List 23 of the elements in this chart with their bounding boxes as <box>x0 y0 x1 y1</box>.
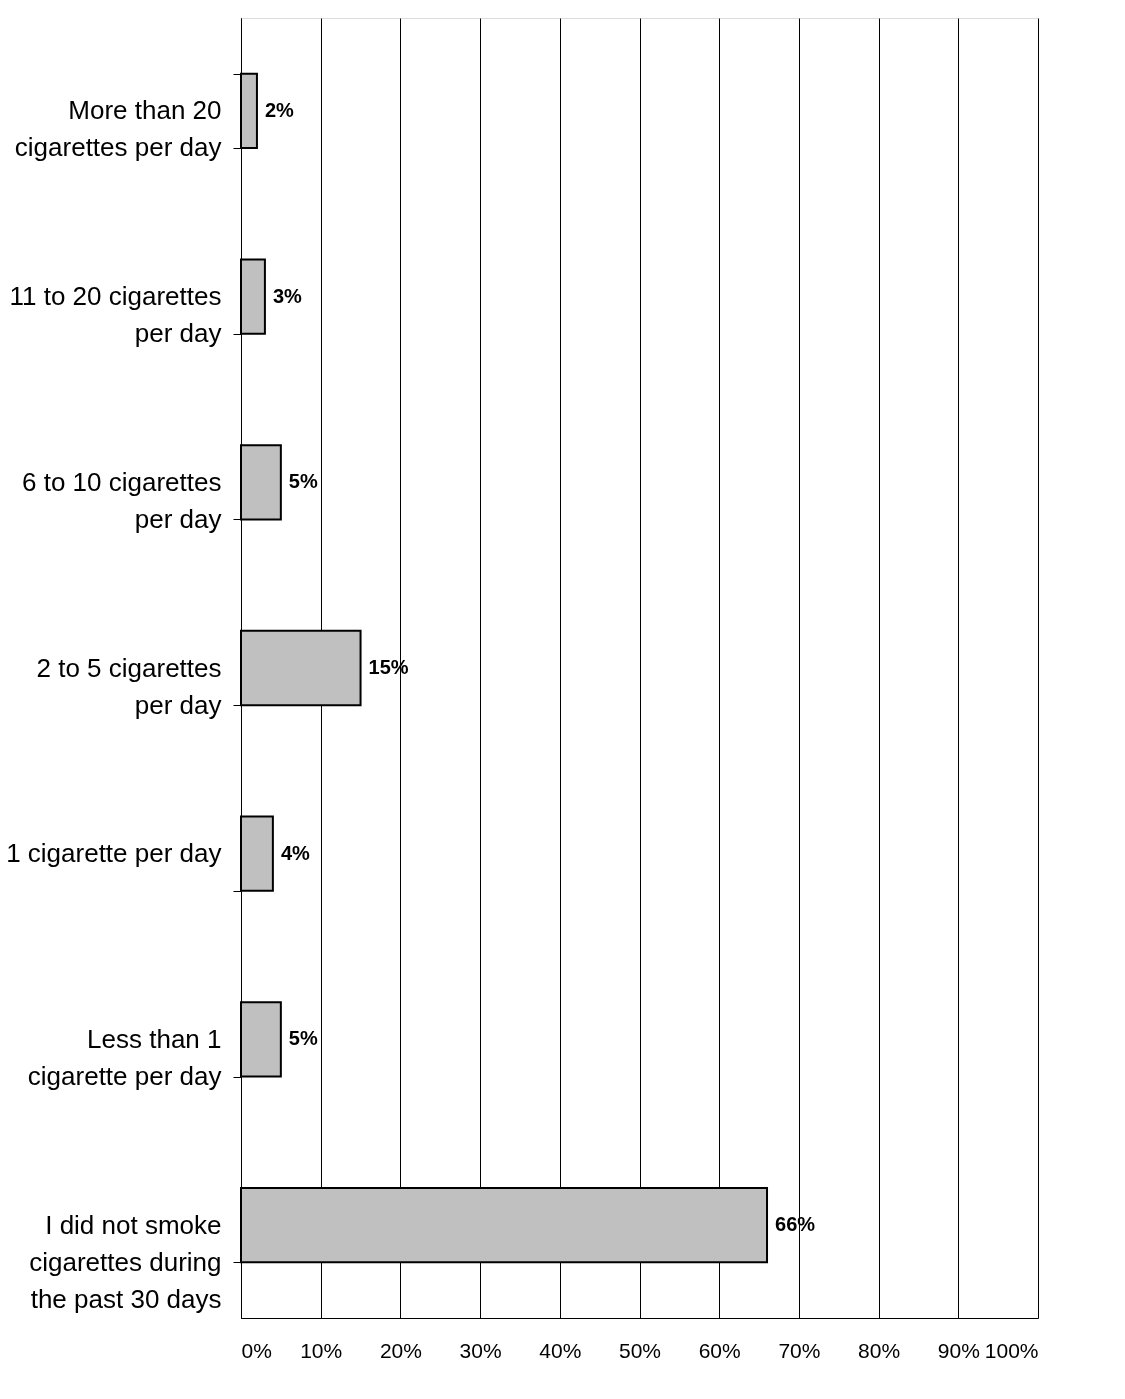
x-tick-label: 20% <box>379 1338 422 1362</box>
data-label: 2% <box>264 98 295 121</box>
x-tick-label: 0% <box>241 1338 272 1362</box>
y-tick-label: 6 to 10 cigarettes per day <box>22 466 222 534</box>
y-tick-label: 11 to 20 cigarettes per day <box>9 281 222 349</box>
x-tick-label: 50% <box>618 1338 662 1362</box>
y-tick-label: More than 20 cigarettes per day <box>14 95 222 163</box>
x-tick-label: 30% <box>459 1338 502 1362</box>
y-tick-label: I did not smoke cigarettes during the past 30 days <box>29 1209 222 1314</box>
data-label: 5% <box>288 1027 318 1050</box>
y-tick-label: 1 cigarette per day <box>6 838 222 869</box>
data-label: 3% <box>272 284 303 307</box>
x-tick-label: 60% <box>698 1338 741 1362</box>
x-tick-label: 70% <box>778 1338 821 1362</box>
x-tick-label: 90% <box>937 1338 980 1362</box>
x-tick-label: 10% <box>300 1338 343 1362</box>
x-tick-label: 100% <box>984 1338 1039 1362</box>
data-label: 4% <box>280 841 310 864</box>
data-label: 5% <box>288 470 318 493</box>
y-tick-label: Less than 1 cigarette per day <box>27 1023 222 1091</box>
x-tick-label: 40% <box>539 1338 582 1362</box>
x-tick-label: 80% <box>858 1338 901 1362</box>
y-tick-label: 2 to 5 cigarettes per day <box>36 652 222 720</box>
